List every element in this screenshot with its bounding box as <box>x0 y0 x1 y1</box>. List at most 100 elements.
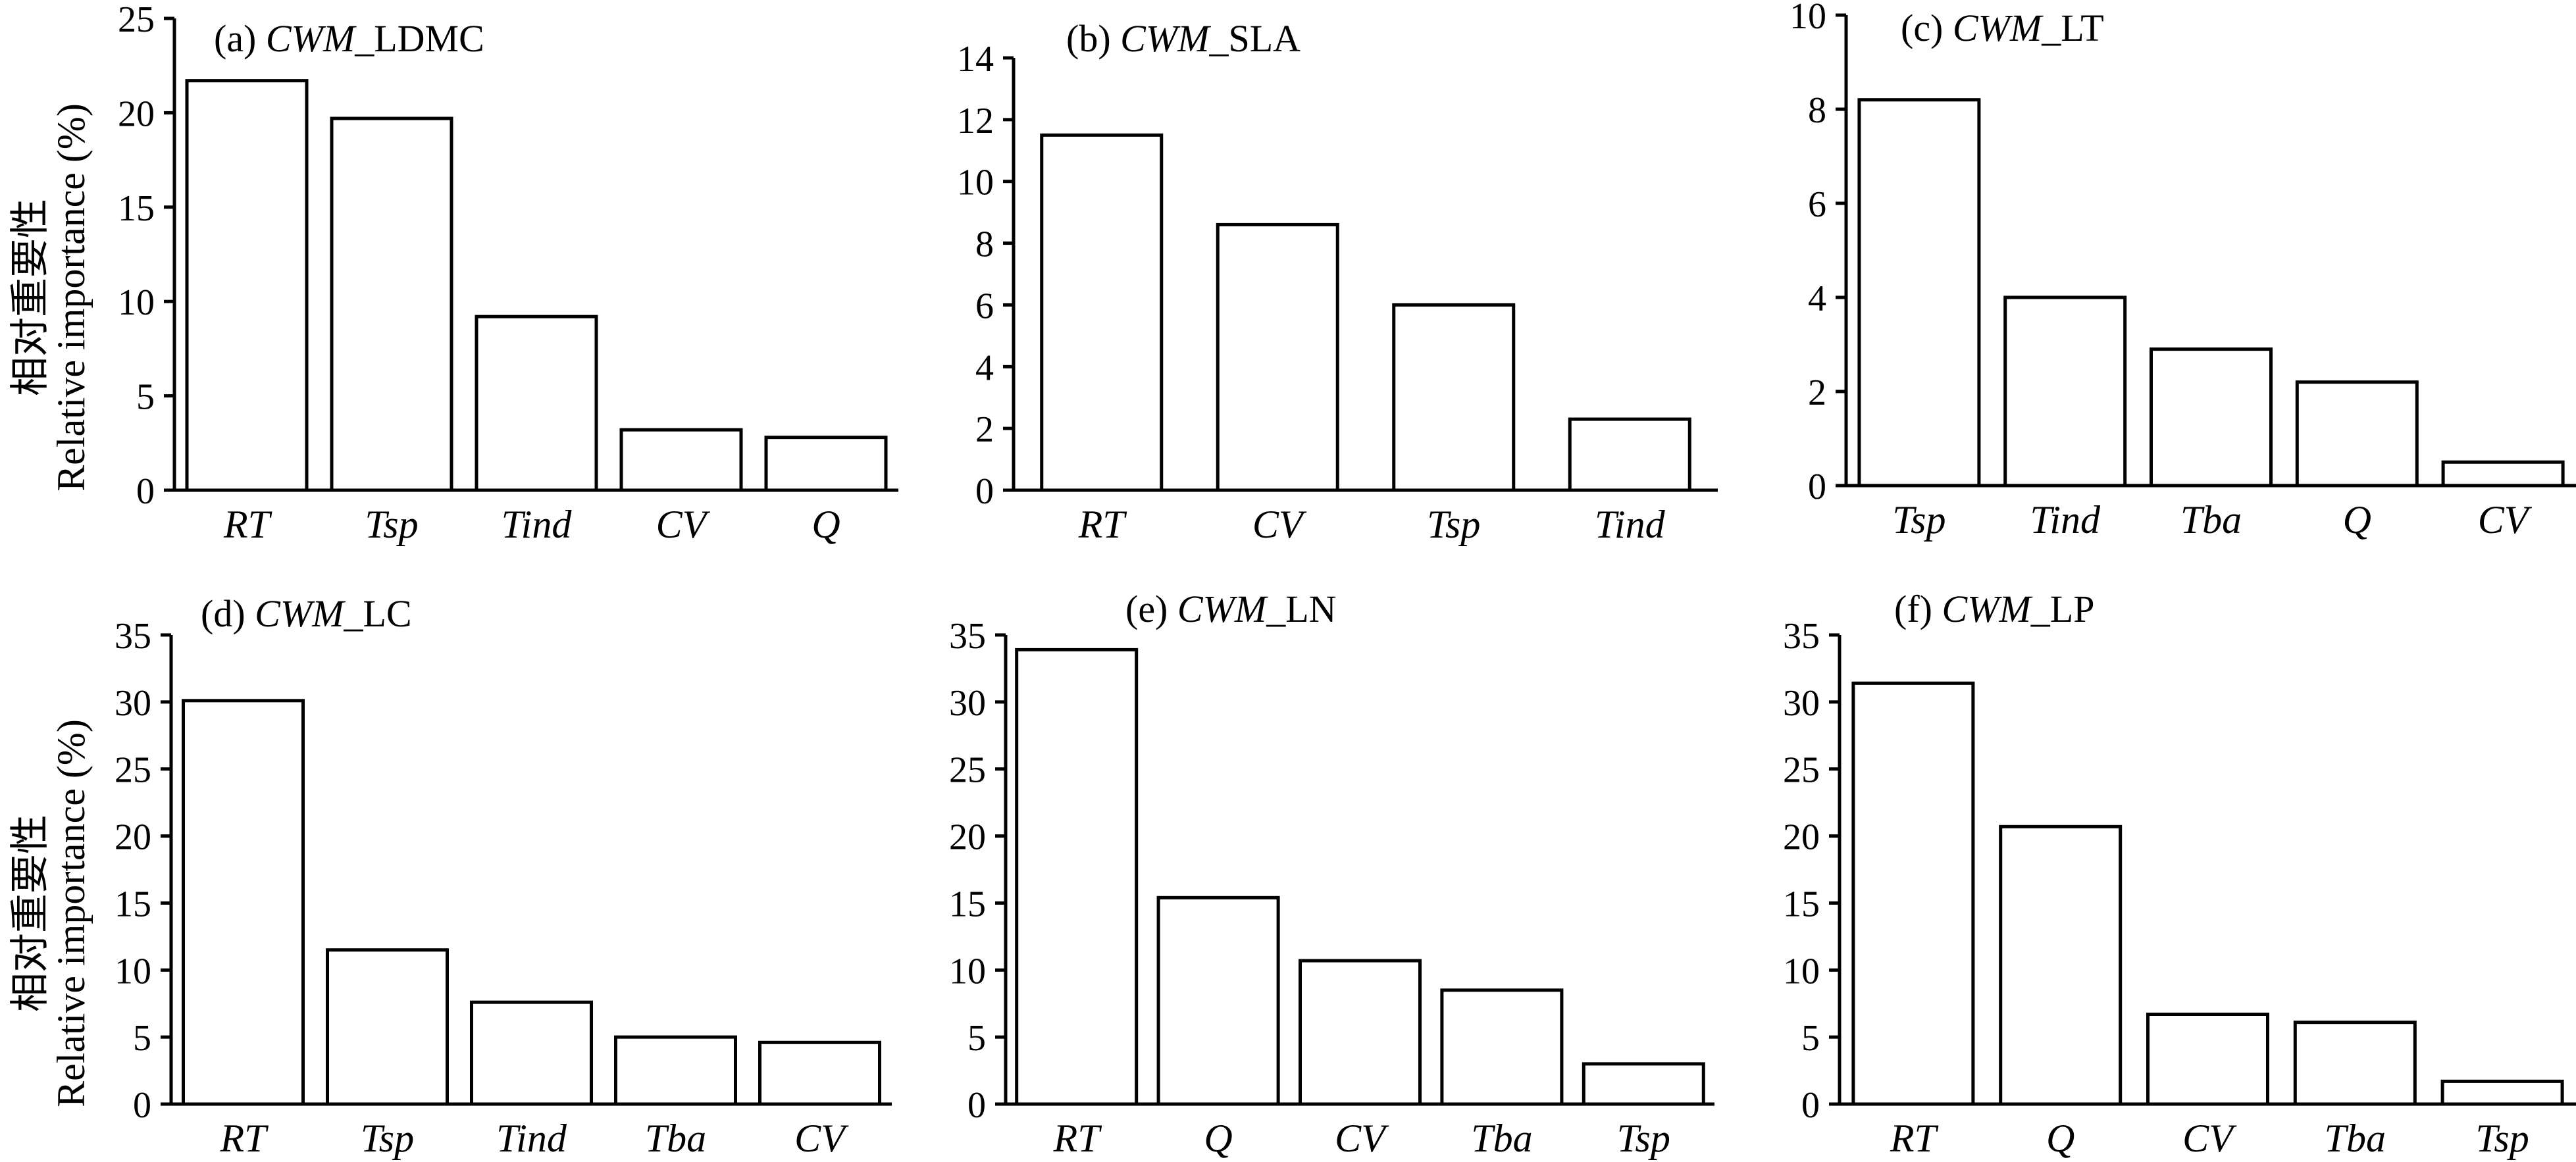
panel-a-bar-q <box>764 436 888 492</box>
panel-d-bar-tba <box>614 1035 737 1106</box>
panel-f-ytick-label: 30 <box>1783 683 1820 724</box>
panel-c-ytick-label: 2 <box>1808 372 1826 413</box>
panel-b-ytick-label: 0 <box>975 471 994 512</box>
panel-d-category-label: CV <box>794 1117 849 1160</box>
panel-a-bar-tsp <box>330 116 453 492</box>
panel-a-title: (a) CWM_LDMC <box>214 17 484 60</box>
panel-a-bar-cv <box>619 428 743 492</box>
panel-f-bar-tsp <box>2440 1079 2564 1106</box>
panel-f-ytick-label: 10 <box>1783 951 1820 992</box>
ylabel-bottom-cn: 相对重要性 <box>9 815 52 1012</box>
ylabel-bottom-en: Relative importance (%) <box>49 719 93 1107</box>
panel-b-category-label: Tsp <box>1427 503 1480 546</box>
panel-a-category-label: CV <box>656 503 711 546</box>
panel-e-title: (e) CWM_LN <box>1125 588 1337 630</box>
panel-a-ytick-label: 20 <box>118 93 155 134</box>
panel-d-bar-cv <box>758 1040 881 1106</box>
ylabel-bottom: 相对重要性 Relative importance (%) <box>9 719 93 1107</box>
panel-e-ytick-label: 0 <box>967 1085 986 1126</box>
panel-f-bar-rt <box>1851 681 1975 1106</box>
ylabel-top-en: Relative importance (%) <box>49 103 93 492</box>
panel-b: 0 2 4 6 8 10 12 14 RT CV Tsp Tind (b) CWM_SLA <box>957 17 1718 546</box>
panel-b-category-label: RT <box>1078 503 1127 546</box>
panel-a-category-label: Tind <box>502 503 573 546</box>
panel-f-bar-q <box>1999 824 2123 1106</box>
panel-d-ytick-label: 10 <box>115 951 151 992</box>
panel-a-bar-rt <box>185 79 309 492</box>
panel-c-ytick-label: 0 <box>1808 467 1826 507</box>
panel-c-ytick-label: 10 <box>1790 0 1826 37</box>
panel-d-ytick-label: 35 <box>115 616 151 657</box>
panel-c-bar-tsp <box>1857 98 1981 488</box>
panel-d-category-label: RT <box>219 1117 269 1160</box>
panel-c-ytick-label: 8 <box>1808 90 1826 131</box>
panel-e-bar-tsp <box>1582 1062 1705 1106</box>
panel-d-category-label: Tsp <box>361 1117 414 1160</box>
panel-b-ytick-label: 10 <box>957 163 994 203</box>
panel-b-ytick-label: 4 <box>975 347 994 388</box>
panel-d-bar-tsp <box>326 948 449 1106</box>
panel-a-ytick-label: 0 <box>136 471 155 512</box>
panel-e: 0 5 10 15 20 25 30 35 RT Q CV Tba Tsp (e) CWM_LN <box>949 588 1714 1160</box>
panel-e-ytick-label: 20 <box>949 817 986 858</box>
panel-e-ytick-label: 35 <box>949 616 986 657</box>
panel-c-bar-q <box>2295 380 2419 488</box>
panel-a-category-label: Tsp <box>365 503 418 546</box>
panel-d-bar-rt <box>182 699 305 1106</box>
panel-e-bar-rt <box>1015 647 1139 1106</box>
panel-e-category-label: Tsp <box>1617 1117 1670 1160</box>
panel-c-category-label: Tind <box>2030 498 2101 542</box>
panel-b-ytick-label: 14 <box>957 39 994 80</box>
panel-f-bar-tba <box>2293 1021 2417 1106</box>
panel-c-category-label: Q <box>2343 498 2371 542</box>
panel-b-ytick-label: 6 <box>975 286 994 326</box>
panel-d-category-label: Tind <box>496 1117 567 1160</box>
panel-c-category-label: CV <box>2478 498 2533 542</box>
panel-a-bar-tind <box>475 315 598 492</box>
panel-e-bar-cv <box>1299 959 1422 1106</box>
panel-c: 0 2 4 6 8 10 Tsp Tind Tba Q CV (c) CWM_LT <box>1790 0 2576 542</box>
panel-b-bar-cv <box>1216 222 1339 492</box>
panel-f-ytick-label: 15 <box>1783 884 1820 924</box>
panel-e-ytick-label: 5 <box>967 1018 986 1059</box>
panel-c-bar-cv <box>2441 460 2565 488</box>
panel-f-ytick-label: 35 <box>1783 616 1820 657</box>
panel-d-ytick-label: 25 <box>115 750 151 791</box>
panel-a: 0 5 10 15 20 25 RT Tsp Tind CV Q (a) CWM_LDMC <box>118 0 898 546</box>
panel-e-ytick-label: 30 <box>949 683 986 724</box>
panel-f-category-label: Tsp <box>2475 1117 2529 1160</box>
panel-d-ytick-label: 30 <box>115 683 151 724</box>
panel-b-category-label: CV <box>1252 503 1307 546</box>
panel-b-ytick-label: 2 <box>975 409 994 450</box>
panel-e-ytick-label: 10 <box>949 951 986 992</box>
panel-d-bar-tind <box>470 1000 593 1106</box>
panel-f-category-label: Tba <box>2325 1117 2386 1160</box>
panel-f-ytick-label: 25 <box>1783 750 1820 791</box>
panel-b-bar-tsp <box>1392 303 1516 492</box>
panel-b-category-label: Tind <box>1595 503 1666 546</box>
panel-e-category-label: Tba <box>1471 1117 1532 1160</box>
panel-e-category-label: CV <box>1335 1117 1389 1160</box>
panel-c-category-label: Tsp <box>1892 498 1945 542</box>
ylabel-top: 相对重要性 Relative importance (%) <box>9 103 93 492</box>
panel-f: 0 5 10 15 20 25 30 35 RT Q CV Tba Tsp (f) CWM_LP <box>1783 588 2576 1160</box>
ylabel-top-cn: 相对重要性 <box>9 199 52 396</box>
panel-f-title: (f) CWM_LP <box>1894 588 2094 630</box>
panel-c-bar-tind <box>2003 295 2127 488</box>
panel-d-title: (d) CWM_LC <box>201 592 412 635</box>
panel-f-ytick-label: 5 <box>1801 1018 1820 1059</box>
panel-b-title: (b) CWM_SLA <box>1066 17 1301 60</box>
panel-c-ytick-label: 4 <box>1808 278 1826 319</box>
panel-e-bar-q <box>1156 896 1280 1106</box>
panel-d-ytick-label: 0 <box>133 1085 151 1126</box>
panel-e-ytick-label: 25 <box>949 750 986 791</box>
panel-f-category-label: Q <box>2046 1117 2074 1160</box>
panel-f-category-label: CV <box>2182 1117 2237 1160</box>
panel-c-bar-tba <box>2150 347 2273 488</box>
panel-a-ytick-label: 25 <box>118 0 155 40</box>
panel-e-bar-tba <box>1440 988 1564 1106</box>
panel-d-category-label: Tba <box>645 1117 706 1160</box>
panel-f-ytick-label: 20 <box>1783 817 1820 858</box>
panel-a-category-label: Q <box>811 503 840 546</box>
